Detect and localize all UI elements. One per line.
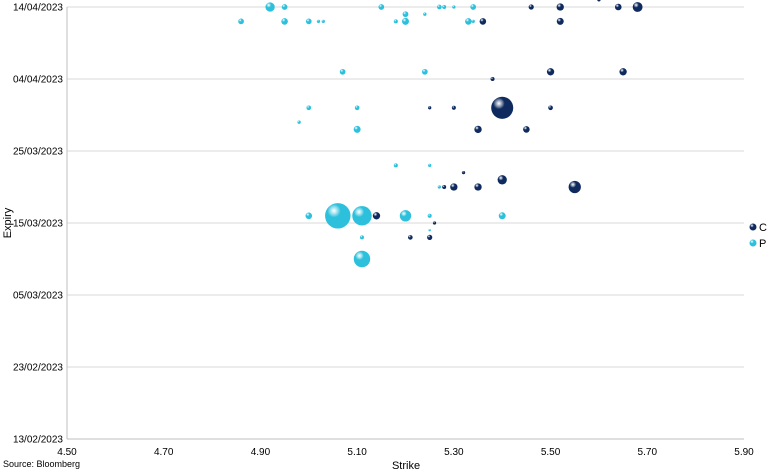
bubble-c bbox=[497, 175, 507, 185]
bubble-c bbox=[432, 221, 437, 225]
bubble-p bbox=[359, 235, 364, 240]
bubble-c bbox=[427, 234, 433, 240]
bubble-p bbox=[352, 206, 372, 226]
bubble-p bbox=[465, 18, 472, 25]
bubble-p bbox=[402, 11, 409, 18]
legend-marker-c bbox=[749, 223, 757, 231]
y-tick-label: 05/03/2023 bbox=[13, 291, 63, 302]
bubble-c bbox=[442, 184, 447, 190]
bubbles bbox=[238, 0, 643, 268]
legend-label: C bbox=[759, 222, 767, 234]
bubble-c bbox=[479, 18, 487, 25]
bubble-p bbox=[306, 105, 312, 111]
bubble-p bbox=[297, 120, 301, 124]
bubble-p bbox=[321, 19, 325, 24]
bubble-p bbox=[316, 19, 321, 24]
bubble-c bbox=[451, 105, 456, 110]
bubble-p bbox=[281, 4, 288, 10]
x-tick-labels: 4.50 4.70 4.90 5.10 5.30 5.50 5.70 5.90 bbox=[57, 447, 754, 458]
bubble-c bbox=[528, 4, 534, 10]
bubble-c bbox=[474, 183, 482, 191]
bubble-c bbox=[546, 68, 555, 76]
bubble-c bbox=[568, 180, 581, 194]
bubble-p bbox=[470, 4, 477, 10]
bubble-p bbox=[339, 68, 346, 75]
bubble-p bbox=[452, 5, 456, 9]
bubble-c bbox=[408, 235, 413, 240]
bubble-c bbox=[556, 3, 564, 11]
x-tick-label: 5.30 bbox=[444, 447, 464, 458]
bubble-p bbox=[402, 17, 409, 25]
bubble-p bbox=[498, 212, 506, 220]
y-tick-label: 14/04/2023 bbox=[13, 3, 63, 14]
y-tick-label: 04/04/2023 bbox=[13, 75, 63, 86]
bubble-p bbox=[428, 163, 432, 168]
y-tick-labels: 13/02/2023 23/02/2023 05/03/2023 15/03/2023… bbox=[13, 3, 63, 446]
x-tick-label: 5.90 bbox=[734, 447, 754, 458]
source-note: Source: Bloomberg bbox=[3, 459, 81, 469]
y-axis-title: Expiry bbox=[2, 207, 14, 238]
x-tick-label: 4.70 bbox=[154, 447, 174, 458]
bubble-p bbox=[353, 125, 361, 133]
bubble-c bbox=[597, 0, 601, 2]
bubble-p bbox=[354, 105, 360, 111]
bubble-p bbox=[353, 250, 371, 268]
bubble-c bbox=[490, 76, 495, 82]
bubble-c bbox=[523, 126, 530, 133]
bubble-c bbox=[450, 183, 458, 191]
x-tick-label: 5.10 bbox=[347, 447, 367, 458]
legend: CP bbox=[749, 222, 767, 250]
bubble-p bbox=[428, 229, 431, 232]
bubble-p bbox=[378, 4, 385, 10]
bubble-p bbox=[238, 18, 244, 25]
y-tick-label: 25/03/2023 bbox=[13, 147, 63, 158]
y-tick-label: 15/03/2023 bbox=[13, 219, 63, 230]
bubble-c bbox=[548, 105, 553, 111]
bubble-p bbox=[305, 18, 312, 25]
bubble-p bbox=[325, 203, 351, 229]
bubble-p bbox=[305, 212, 313, 220]
gridlines bbox=[67, 6, 744, 440]
axes bbox=[66, 7, 744, 440]
bubble-c bbox=[491, 96, 514, 119]
bubble-p bbox=[423, 12, 427, 16]
bubble-p bbox=[437, 4, 442, 10]
bubble-p bbox=[471, 19, 475, 24]
legend-marker-p bbox=[749, 239, 757, 247]
bubble-p bbox=[442, 4, 447, 10]
bubble-p bbox=[393, 163, 398, 168]
bubble-c bbox=[428, 106, 432, 110]
bubble-p bbox=[399, 210, 412, 222]
x-tick-label: 5.50 bbox=[541, 447, 561, 458]
bubble-p bbox=[437, 185, 441, 189]
bubble-c bbox=[619, 68, 627, 76]
bubble-p bbox=[265, 2, 275, 12]
bubble-c bbox=[614, 3, 622, 11]
bubble-c bbox=[372, 212, 381, 220]
x-axis-title: Strike bbox=[392, 460, 420, 472]
legend-label: P bbox=[759, 238, 766, 250]
bubble-p bbox=[281, 18, 288, 25]
bubble-p bbox=[427, 213, 432, 218]
y-tick-label: 13/02/2023 bbox=[13, 435, 63, 446]
x-tick-label: 4.90 bbox=[251, 447, 271, 458]
bubble-p bbox=[421, 68, 428, 75]
x-tick-label: 4.50 bbox=[57, 447, 77, 458]
x-tick-label: 5.70 bbox=[638, 447, 658, 458]
bubble-c bbox=[461, 170, 466, 175]
bubble-c bbox=[474, 125, 482, 134]
y-tick-label: 23/02/2023 bbox=[13, 363, 63, 374]
bubble-p bbox=[393, 19, 398, 24]
bubble-c bbox=[632, 2, 643, 12]
bubble-c bbox=[556, 17, 564, 25]
